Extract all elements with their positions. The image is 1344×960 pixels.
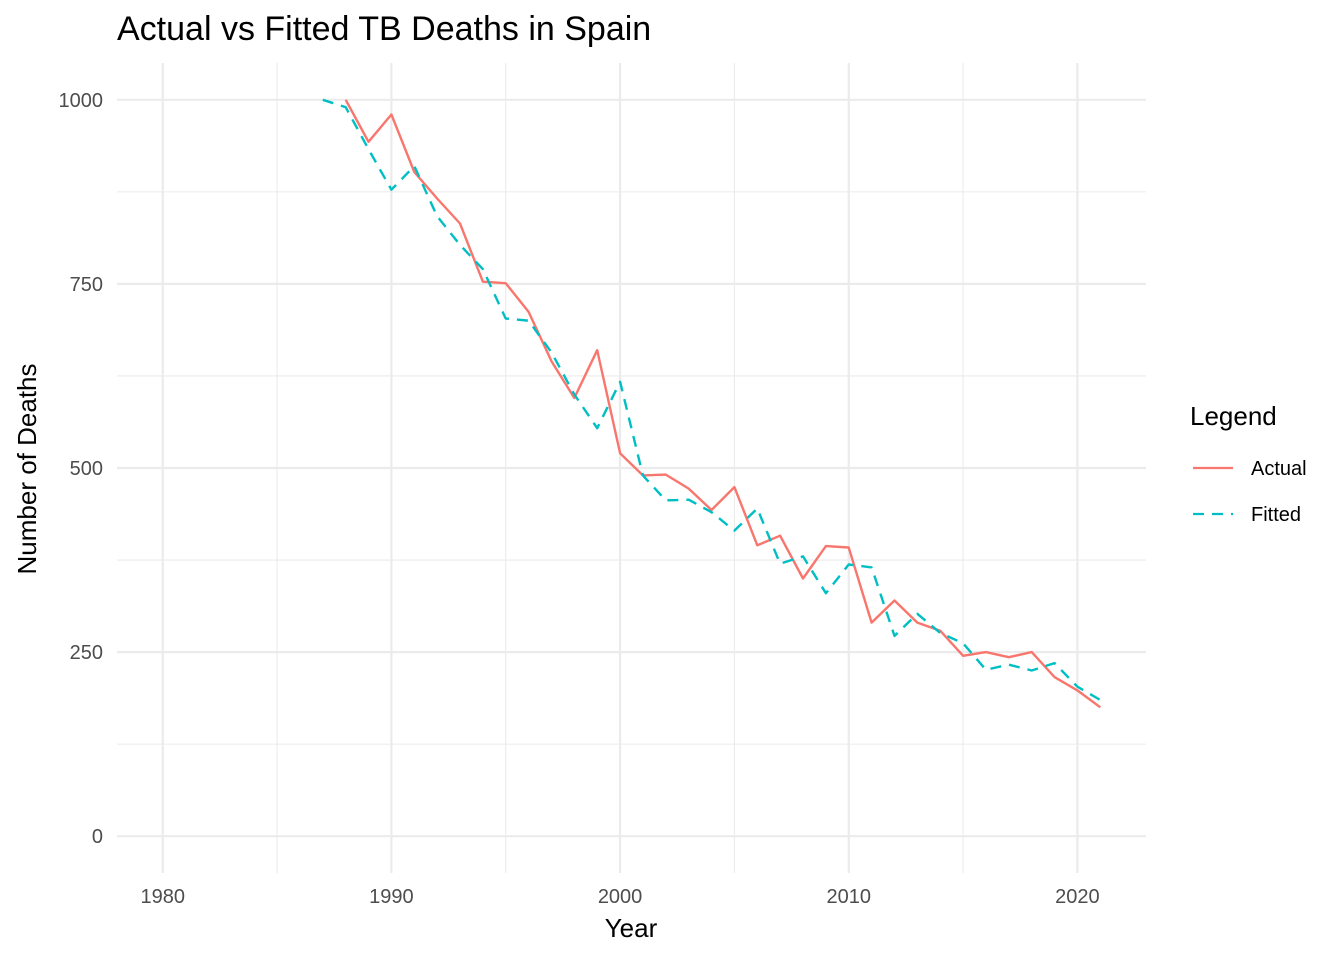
legend-label-actual: Actual	[1251, 458, 1307, 480]
legend-label-fitted: Fitted	[1251, 504, 1301, 526]
x-tick-label: 1980	[140, 886, 185, 908]
series-line-fitted	[322, 98, 1101, 702]
y-axis-title: Number of Deaths	[12, 364, 42, 575]
x-tick-label: 2000	[598, 886, 643, 908]
series-line-actual	[344, 99, 1102, 709]
y-tick-label: 500	[70, 458, 103, 480]
x-tick-label: 1990	[369, 886, 414, 908]
chart-title: Actual vs Fitted TB Deaths in Spain	[117, 10, 651, 48]
y-tick-label: 250	[70, 642, 103, 664]
x-tick-label: 2020	[1055, 886, 1100, 908]
y-tick-labels: 0 250 500 750 1000	[59, 90, 104, 848]
grid-major	[117, 63, 1146, 873]
y-tick-label: 750	[70, 274, 103, 296]
grid-minor	[117, 63, 1146, 873]
x-tick-label: 2010	[826, 886, 871, 908]
x-axis-title: Year	[605, 913, 658, 943]
series-lines	[322, 98, 1102, 709]
y-tick-label: 1000	[59, 90, 104, 112]
legend-title: Legend	[1190, 401, 1277, 431]
y-tick-label: 0	[92, 826, 103, 848]
legend: Legend Actual Fitted	[1190, 401, 1307, 526]
x-tick-labels: 1980 1990 2000 2010 2020	[140, 886, 1099, 908]
